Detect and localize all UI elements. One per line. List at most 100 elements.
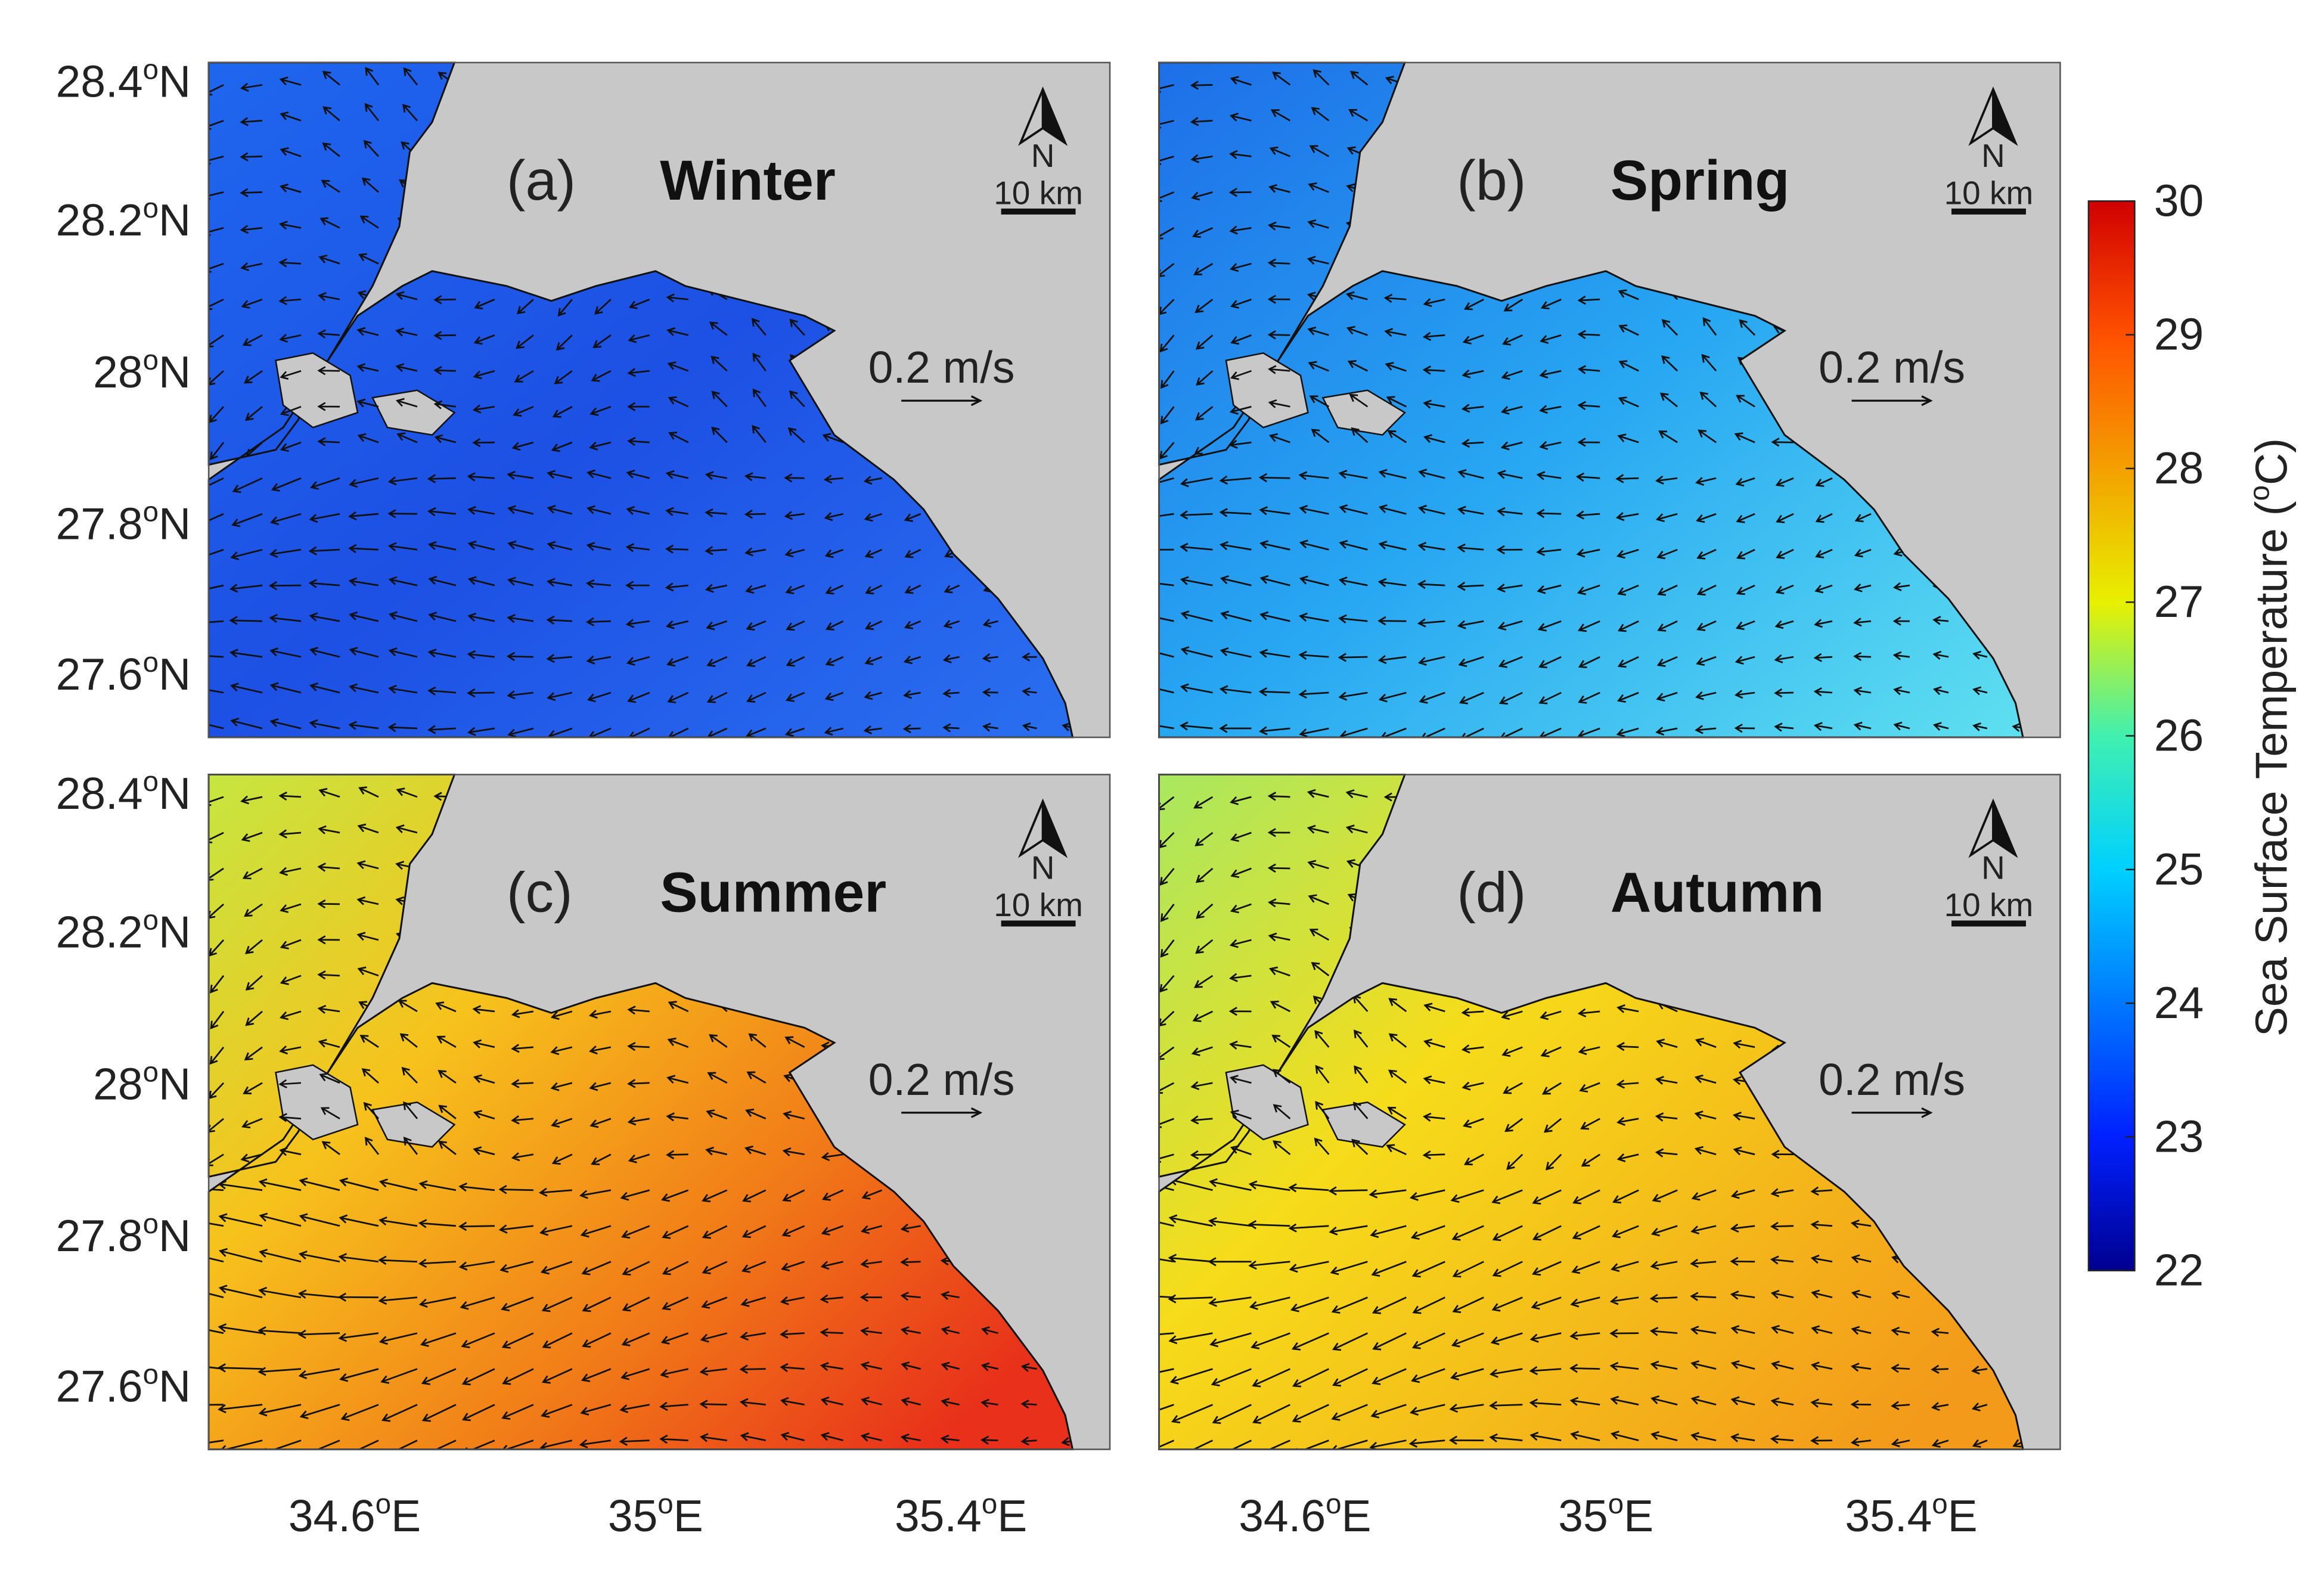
lon-hemisphere: E	[997, 1491, 1027, 1541]
lon-value: 35	[608, 1491, 657, 1541]
lat-hemisphere: N	[159, 1059, 191, 1109]
colorbar-label: Sea Surface Temperature (oC)	[2244, 438, 2296, 1037]
colorbar-tick-label: 22	[2154, 1245, 2204, 1295]
lon-label: 35oE	[1558, 1488, 1653, 1541]
lat-degree: o	[143, 766, 159, 798]
lat-label: 27.8oN	[56, 497, 191, 549]
lat-hemisphere: N	[159, 347, 191, 397]
sea-surface	[207, 774, 1074, 1451]
lon-degree: o	[376, 1488, 391, 1520]
lat-hemisphere: N	[159, 907, 191, 957]
lat-hemisphere: N	[159, 499, 191, 549]
north-arrow-half	[1042, 89, 1066, 143]
vector-scale-label: 0.2 m/s	[1819, 342, 1965, 392]
lon-hemisphere: E	[391, 1491, 421, 1541]
map-panel: (b) Spring N10 km 0.2 m/s	[1158, 61, 2061, 739]
vector-scale-arrow	[901, 395, 983, 407]
lat-hemisphere: N	[159, 1211, 191, 1261]
lon-degree: o	[982, 1488, 997, 1520]
lon-degree: o	[1608, 1488, 1624, 1520]
scale-bar-label: 10 km	[994, 174, 1083, 211]
lat-value: 28	[93, 1059, 142, 1109]
lon-degree: o	[657, 1488, 673, 1520]
lat-label: 28.4oN	[56, 766, 191, 818]
colorbar-tick-label: 26	[2154, 710, 2204, 761]
colorbar-tick-label: 28	[2154, 443, 2204, 493]
lat-value: 27.6	[56, 649, 143, 699]
panel-label: (a)	[507, 149, 576, 212]
lat-degree: o	[143, 647, 159, 678]
island	[275, 352, 456, 436]
lon-label: 35.4oE	[895, 1488, 1027, 1541]
colorbar-tick-label: 24	[2154, 978, 2204, 1028]
lon-value: 34.6	[288, 1491, 376, 1541]
lon-value: 35	[1558, 1491, 1608, 1541]
lat-value: 28.2	[56, 195, 143, 245]
lat-hemisphere: N	[159, 649, 191, 699]
colorbar-tick-label: 25	[2154, 844, 2204, 894]
lon-label: 34.6oE	[288, 1488, 421, 1541]
lat-degree: o	[143, 1056, 159, 1088]
colorbar-tick-label: 30	[2154, 175, 2204, 225]
lon-degree: o	[1326, 1488, 1341, 1520]
north-arrow-half	[1993, 89, 2016, 143]
lat-degree: o	[143, 54, 159, 85]
lon-label: 35oE	[608, 1488, 703, 1541]
lat-degree: o	[143, 345, 159, 376]
colorbar-tick-label: 29	[2154, 309, 2204, 359]
vector-scale-arrow	[901, 1107, 983, 1118]
lat-hemisphere: N	[159, 56, 191, 106]
lat-label: 27.6oN	[56, 1359, 191, 1411]
season-title: Summer	[660, 861, 886, 924]
lat-value: 28	[93, 347, 142, 397]
north-label: N	[1981, 849, 2005, 886]
panels: (a) Winter N10 km0.2 m/s(b) Spring N10 km0.2…	[207, 61, 2061, 1451]
lat-value: 27.8	[56, 499, 143, 549]
north-label: N	[1981, 137, 2005, 174]
map-panel: (a) Winter N10 km 0.2 m/s	[207, 61, 1111, 739]
panel-label: (c)	[507, 861, 573, 924]
lat-value: 28.2	[56, 907, 143, 957]
season-title: Winter	[660, 149, 836, 212]
scale-bar-label: 10 km	[1944, 174, 2034, 211]
lat-value: 27.8	[56, 1211, 143, 1261]
lon-label: 35.4oE	[1845, 1488, 1977, 1541]
sea-surface	[1158, 774, 2024, 1451]
colorbar-tick-label: 23	[2154, 1111, 2204, 1161]
panel-frame	[1158, 774, 2061, 1450]
label-degree: o	[2244, 485, 2275, 501]
vector-scale-arrow	[1851, 395, 1933, 407]
lat-degree: o	[143, 497, 159, 528]
colorbar-tick-label: 27	[2154, 576, 2204, 626]
lat-degree: o	[143, 904, 159, 936]
lon-hemisphere: E	[1342, 1491, 1372, 1541]
lat-label: 27.6oN	[56, 647, 191, 699]
lon-hemisphere: E	[1624, 1491, 1653, 1541]
scale-bar-label: 10 km	[994, 886, 1083, 923]
lat-label: 27.8oN	[56, 1208, 191, 1261]
lon-hemisphere: E	[674, 1491, 703, 1541]
lat-value: 28.4	[56, 768, 143, 818]
north-arrow-half	[1993, 801, 2016, 855]
lon-label: 34.6oE	[1239, 1488, 1371, 1541]
sea-surface	[1158, 61, 2024, 739]
island	[1225, 1064, 1406, 1148]
lat-value: 28.4	[56, 56, 143, 106]
season-title: Autumn	[1611, 861, 1825, 924]
lat-degree: o	[143, 1359, 159, 1391]
map-panel: (d) Autumn N10 km 0.2 m/s	[1158, 774, 2061, 1451]
north-arrow-half	[1042, 801, 1066, 855]
scale-bar-label: 10 km	[1944, 886, 2034, 923]
lat-label: 28oN	[93, 345, 191, 397]
lon-hemisphere: E	[1948, 1491, 1978, 1541]
panel-frame	[207, 774, 1111, 1450]
vector-scale-arrow	[1851, 1107, 1933, 1118]
lat-label: 28.4oN	[56, 54, 191, 106]
panel-label: (b)	[1457, 149, 1526, 212]
season-title: Spring	[1611, 149, 1790, 212]
north-label: N	[1031, 137, 1055, 174]
vector-scale-label: 0.2 m/s	[868, 342, 1015, 392]
label-text: Sea Surface Temperature (	[2246, 501, 2296, 1037]
